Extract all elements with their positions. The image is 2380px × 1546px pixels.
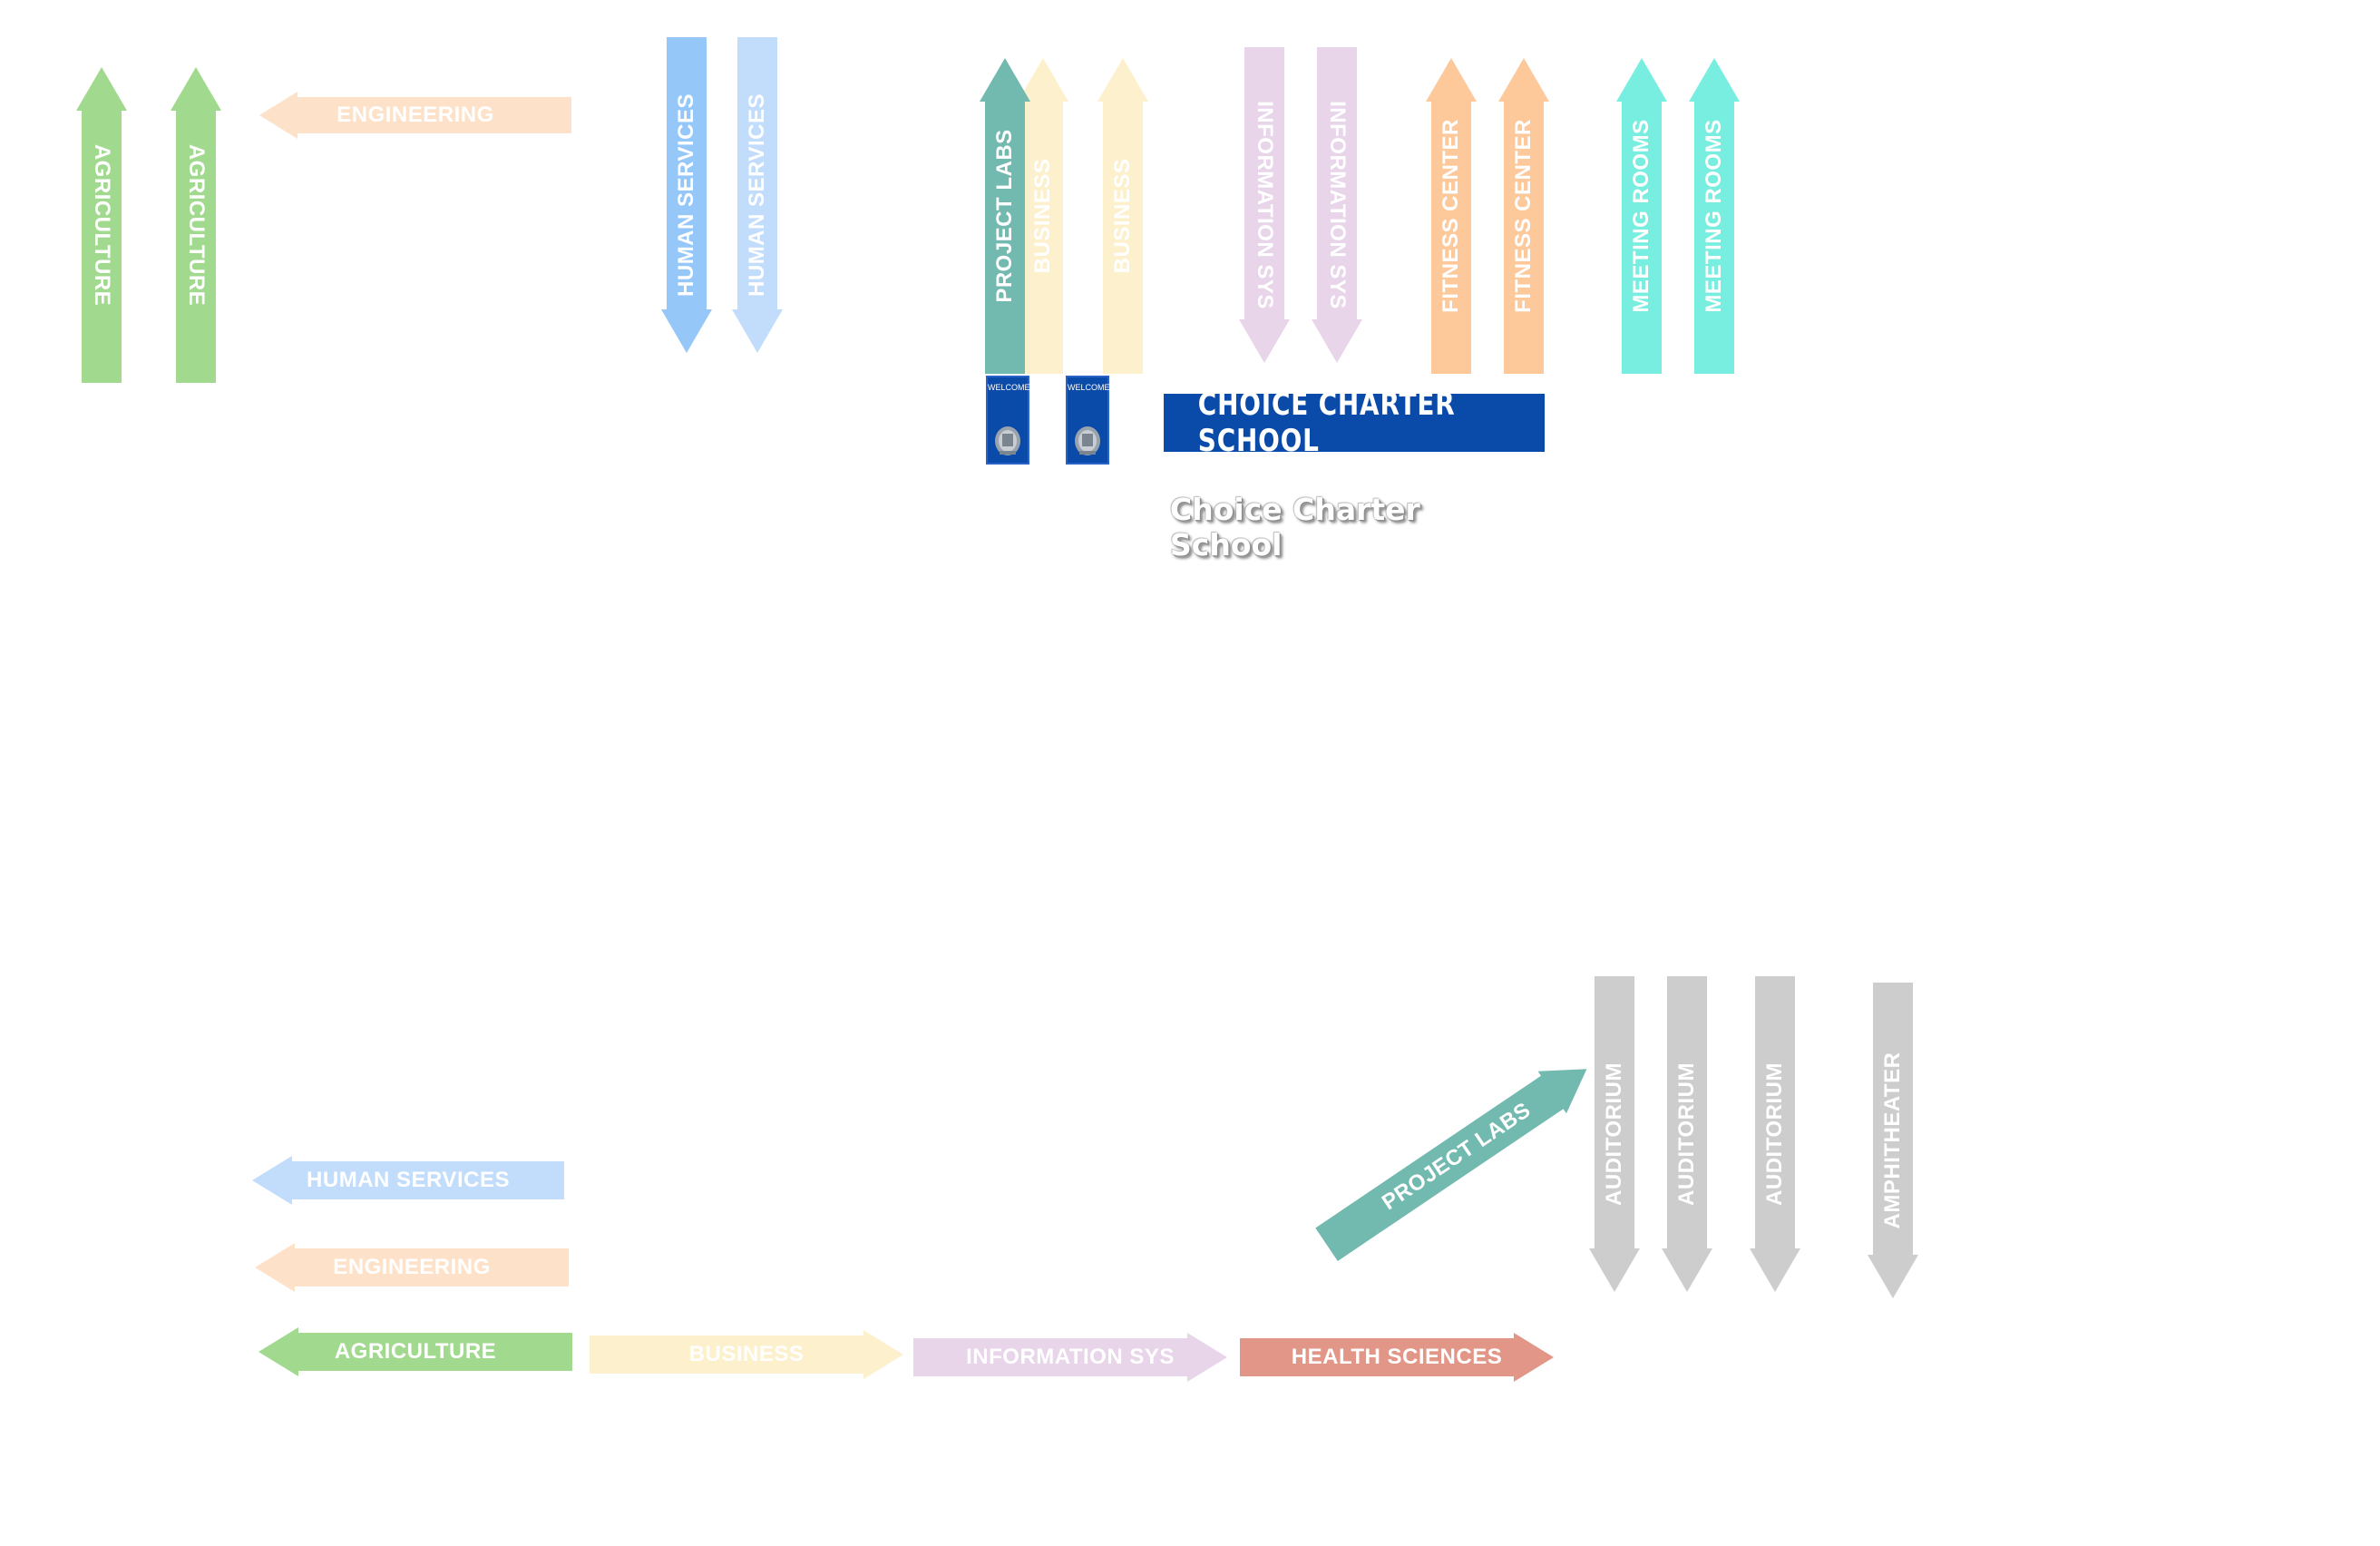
welcome-panel: WELCOME	[1066, 376, 1110, 465]
arrow-human-services: HUMAN SERVICES	[252, 1156, 564, 1205]
arrow-label: INFORMATION SYS	[1253, 101, 1277, 309]
arrow-agriculture: AGRICULTURE	[76, 67, 127, 383]
arrow-shape-icon	[1868, 983, 1918, 1298]
arrow-fitness-center: FITNESS CENTER	[1426, 58, 1477, 374]
arrow-label: BUSINESS	[1030, 158, 1055, 274]
arrow-shape-icon	[980, 58, 1030, 374]
arrow-label: AUDITORIUM	[1674, 1062, 1699, 1206]
arrow-label: AGRICULTURE	[90, 143, 114, 307]
arrow-project-labs: PROJECT LABS	[980, 58, 1030, 374]
arrow-shape-icon	[1315, 1069, 1587, 1261]
arrow-shape-icon	[1239, 47, 1290, 363]
banner-title: CHOICE CHARTER SCHOOL	[1197, 386, 1456, 459]
arrow-shape-icon	[1498, 58, 1549, 374]
arrow-auditorium: AUDITORIUM	[1750, 976, 1800, 1292]
arrow-shape-icon	[732, 37, 783, 353]
arrow-label: INFORMATION SYS	[966, 1345, 1175, 1369]
arrow-label: AUDITORIUM	[1762, 1062, 1787, 1206]
arrow-label: ENGINEERING	[333, 1255, 491, 1279]
welcome-panel-text: WELCOME	[988, 383, 1030, 392]
arrow-shape-icon	[252, 1156, 564, 1205]
arrow-shape-icon	[1689, 58, 1740, 374]
arrow-label: PROJECT LABS	[1377, 1097, 1536, 1216]
arrow-label: AGRICULTURE	[334, 1339, 497, 1364]
school-seal-icon	[1075, 426, 1100, 455]
arrow-shape-icon	[1097, 58, 1148, 374]
arrow-engineering: ENGINEERING	[259, 92, 571, 139]
arrow-label: ENGINEERING	[337, 103, 494, 127]
arrow-shape-icon	[1662, 976, 1712, 1292]
arrow-meeting-rooms: MEETING ROOMS	[1689, 58, 1740, 374]
arrow-shape-icon	[1589, 976, 1640, 1292]
arrow-shape-icon	[1312, 47, 1362, 363]
school-logo-text: Choice Charter School	[1170, 492, 1420, 563]
welcome-panel: WELCOME	[986, 376, 1030, 465]
arrow-human-services: HUMAN SERVICES	[732, 37, 783, 353]
arrow-label: AGRICULTURE	[184, 143, 209, 307]
arrow-label: BUSINESS	[688, 1342, 805, 1366]
school-seal-icon	[995, 426, 1020, 455]
arrow-shape-icon	[1018, 58, 1068, 374]
arrow-shape-icon	[913, 1333, 1227, 1382]
arrow-label: HUMAN SERVICES	[307, 1168, 510, 1192]
arrow-label: FITNESS CENTER	[1511, 119, 1536, 313]
arrow-shape-icon	[661, 37, 712, 353]
arrow-information-sys: INFORMATION SYS	[913, 1333, 1227, 1382]
arrow-shape-icon	[171, 67, 221, 383]
arrow-shape-icon	[1750, 976, 1800, 1292]
arrow-business: BUSINESS	[1097, 58, 1148, 374]
school-name-banner: CHOICE CHARTER SCHOOL	[1164, 386, 1545, 459]
arrow-label: PROJECT LABS	[992, 129, 1017, 303]
arrow-agriculture: AGRICULTURE	[171, 67, 221, 383]
arrow-project-labs: PROJECT LABS	[1312, 1048, 1601, 1266]
arrow-business: BUSINESS	[1018, 58, 1068, 374]
arrow-shape-icon	[255, 1243, 569, 1292]
arrow-shape-icon	[1426, 58, 1477, 374]
arrow-label: INFORMATION SYS	[1325, 101, 1350, 309]
arrow-label: BUSINESS	[1110, 158, 1135, 274]
arrow-auditorium: AUDITORIUM	[1589, 976, 1640, 1292]
welcome-panel-text: WELCOME	[1068, 383, 1110, 392]
arrow-label: MEETING ROOMS	[1702, 119, 1726, 313]
arrow-shape-icon	[258, 1327, 572, 1376]
arrow-auditorium: AUDITORIUM	[1662, 976, 1712, 1292]
arrow-human-services: HUMAN SERVICES	[661, 37, 712, 353]
arrow-information-sys: INFORMATION SYS	[1312, 47, 1362, 363]
arrow-label: FITNESS CENTER	[1439, 119, 1463, 313]
arrow-meeting-rooms: MEETING ROOMS	[1616, 58, 1667, 374]
arrow-label: HUMAN SERVICES	[674, 93, 698, 297]
arrow-shape-icon	[1616, 58, 1667, 374]
arrow-health-sciences: HEALTH SCIENCES	[1240, 1333, 1554, 1382]
arrow-fitness-center: FITNESS CENTER	[1498, 58, 1549, 374]
arrow-label: MEETING ROOMS	[1629, 119, 1653, 313]
arrow-label: AUDITORIUM	[1602, 1062, 1626, 1206]
arrow-shape-icon	[76, 67, 127, 383]
arrow-business: BUSINESS	[590, 1330, 903, 1379]
arrow-label: HEALTH SCIENCES	[1291, 1345, 1503, 1369]
arrow-shape-icon	[590, 1330, 903, 1379]
arrow-shape-icon	[1240, 1333, 1554, 1382]
arrow-label: AMPHITHEATER	[1880, 1052, 1905, 1229]
arrow-shape-icon	[259, 92, 571, 139]
arrow-label: HUMAN SERVICES	[745, 93, 769, 297]
arrow-agriculture: AGRICULTURE	[258, 1327, 572, 1376]
arrow-amphitheater: AMPHITHEATER	[1868, 983, 1918, 1298]
arrow-engineering: ENGINEERING	[255, 1243, 569, 1292]
arrow-information-sys: INFORMATION SYS	[1239, 47, 1290, 363]
